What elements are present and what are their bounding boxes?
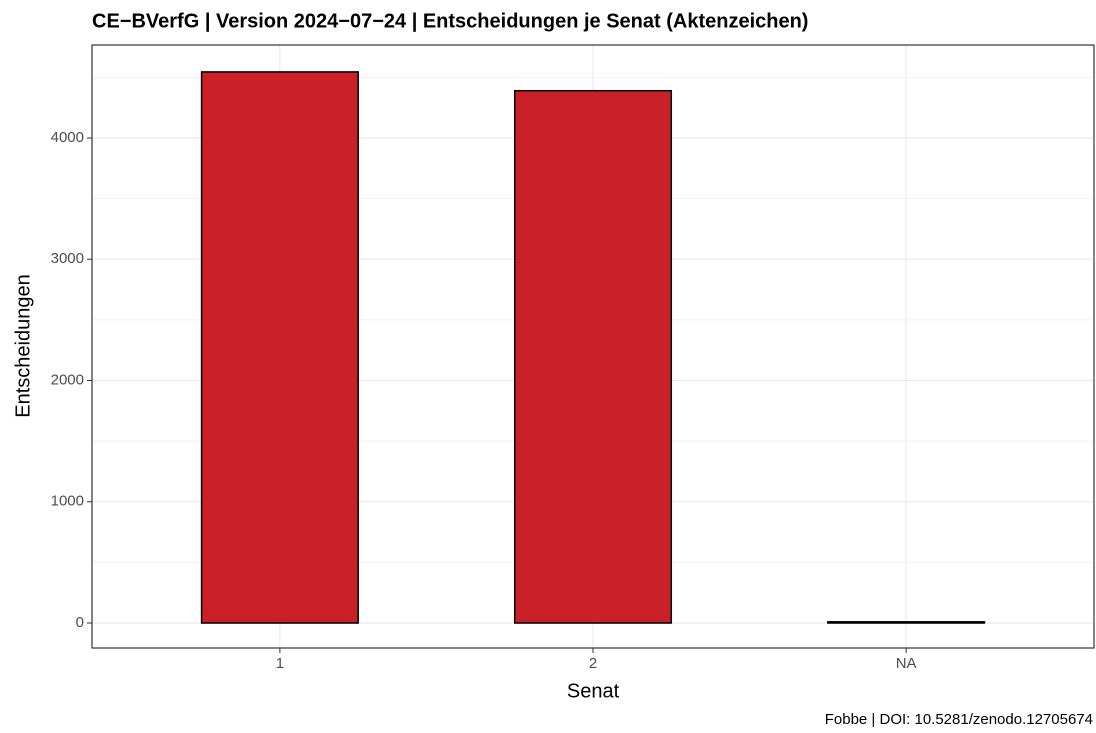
y-tick-label: 0 (76, 614, 84, 631)
y-tick-label: 3000 (51, 250, 84, 267)
bar (200, 71, 359, 624)
y-tick-label: 2000 (51, 371, 84, 388)
panel-border (91, 44, 1095, 649)
x-tick-label: 1 (276, 655, 284, 672)
x-tick-label: 2 (589, 655, 597, 672)
x-tick-label: NA (896, 655, 917, 672)
y-axis-title: Entscheidungen (12, 274, 34, 417)
bar (827, 621, 986, 624)
bar (513, 89, 673, 624)
y-tick-label: 4000 (51, 129, 84, 146)
chart-title: CE−BVerfG | Version 2024−07−24 | Entsche… (92, 10, 808, 32)
caption: Fobbe | DOI: 10.5281/zenodo.12705674 (825, 711, 1093, 728)
y-tick-label: 1000 (51, 493, 84, 510)
x-axis-title: Senat (567, 680, 620, 702)
